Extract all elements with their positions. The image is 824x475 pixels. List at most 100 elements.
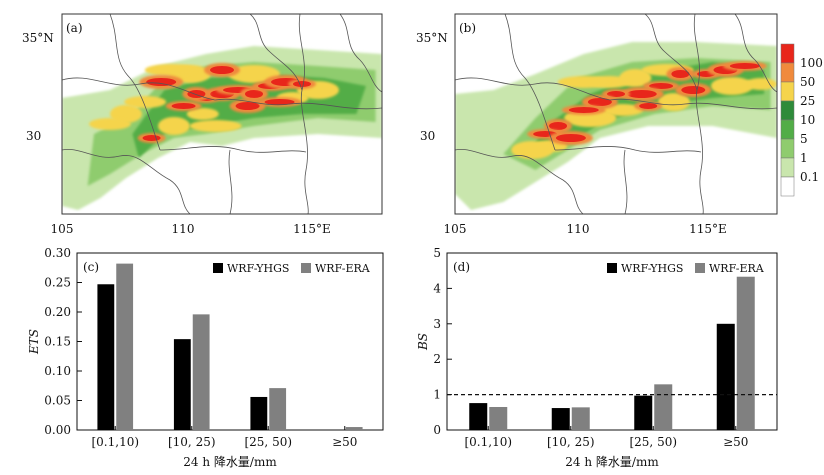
map-a-label: (a) <box>66 21 83 35</box>
colorbar-label: 100 <box>800 56 823 70</box>
precip-moderate-cell <box>186 108 219 120</box>
legend-swatch <box>607 263 617 273</box>
bar-wrf-yhgs <box>250 396 268 430</box>
x-tick-label: ≥50 <box>332 435 357 449</box>
bar-wrf-yhgs <box>173 339 191 430</box>
colorbar-swatch <box>780 43 795 64</box>
precip-moderate-cell <box>511 141 554 159</box>
precip-extreme-cell <box>142 135 161 141</box>
colorbar-label: 5 <box>800 132 808 146</box>
y-tick-label: 4 <box>433 281 441 295</box>
precip-extreme-cell <box>210 66 234 74</box>
y-axis-title: BS <box>416 333 430 351</box>
x-tick-label: [10, 25) <box>547 435 595 449</box>
map-a-frame <box>61 13 383 215</box>
map-a-lon-tick-105: 105 <box>51 222 74 236</box>
precip-extreme-cell <box>729 63 760 69</box>
colorbar-label: 1 <box>800 151 808 165</box>
colorbar-swatch <box>780 62 795 83</box>
chart-panel-label: (c) <box>83 260 99 274</box>
bar-wrf-yhgs <box>97 284 115 430</box>
y-tick-label: 0.15 <box>44 335 71 349</box>
y-tick-label: 3 <box>433 317 441 331</box>
bar-wrf-yhgs <box>634 395 653 430</box>
precip-extreme-cell <box>555 134 586 142</box>
bar-wrf-yhgs <box>551 408 570 430</box>
bar-wrf-era <box>489 406 508 430</box>
legend-swatch <box>695 263 705 273</box>
y-tick-label: 0.10 <box>44 364 71 378</box>
precip-moderate-cell <box>144 64 197 76</box>
map-b-lon-tick-115: 115°E <box>689 222 727 236</box>
bar-wrf-era <box>736 276 755 430</box>
precip-extreme-cell <box>639 103 658 109</box>
precip-extreme-cell <box>549 122 568 130</box>
map-a-lat-tick-35: 35°N <box>22 31 54 45</box>
precip-extreme-cell <box>235 102 260 110</box>
x-axis-title: 24 h 降水量/mm <box>183 455 277 469</box>
map-b-label: (b) <box>459 21 476 35</box>
map-a-lon-tick-110: 110 <box>172 222 195 236</box>
precip-extreme-cell <box>671 70 690 78</box>
y-tick-label: 0.05 <box>44 394 71 408</box>
legend-swatch <box>301 263 311 273</box>
y-tick-label: 0.00 <box>44 423 71 437</box>
precip-moderate-cell <box>657 93 690 111</box>
bar-wrf-yhgs <box>716 323 735 430</box>
precip-moderate-cell <box>557 76 610 88</box>
map-b-lon-tick-105: 105 <box>444 222 467 236</box>
y-tick-label: 5 <box>433 246 441 260</box>
chart-panel-c: 0.00 0.05 0.10 0.15 0.20 0.25 0.30 ETS 24 h 降水量/… <box>27 246 384 469</box>
map-b-lon-tick-110: 110 <box>567 222 590 236</box>
legend-swatch <box>213 263 223 273</box>
map-b-frame <box>454 13 778 215</box>
map-panel-b: (b) 35°N 30 105 110 115°E <box>416 13 778 236</box>
colorbar-swatch <box>780 119 795 140</box>
y-tick-label: 1 <box>433 388 441 402</box>
colorbar: 100 50 25 10 5 1 0.1 <box>780 43 823 197</box>
colorbar-swatch <box>780 100 795 121</box>
precip-extreme-cell <box>171 103 196 109</box>
bar-wrf-era <box>269 388 287 430</box>
colorbar-swatch <box>780 81 795 102</box>
map-b-boundaries <box>455 14 777 214</box>
precip-extreme-cell <box>245 90 263 98</box>
bar-wrf-era <box>571 407 590 430</box>
bar-wrf-era <box>654 384 673 430</box>
y-tick-label: 0.30 <box>44 246 71 260</box>
precip-extreme-cell <box>293 81 311 87</box>
precip-moderate-cell <box>710 77 753 95</box>
colorbar-label: 0.1 <box>800 170 819 184</box>
precip-extreme-cell <box>649 83 674 89</box>
y-tick-label: 2 <box>433 352 441 366</box>
precip-extreme-cell <box>264 99 295 105</box>
precip-extreme-cell <box>587 98 612 106</box>
precip-extreme-cell <box>681 86 706 94</box>
precip-moderate-cell <box>744 78 777 90</box>
colorbar-label: 10 <box>800 113 815 127</box>
map-panel-a: (a) 35°N 30 105 110 115°E <box>22 13 383 236</box>
x-tick-label: [0.1,10) <box>91 435 139 449</box>
map-a-precip-field <box>62 46 382 210</box>
colorbar-label: 50 <box>800 75 815 89</box>
bar-wrf-era <box>192 314 210 430</box>
x-tick-label: [0.1,10) <box>464 435 512 449</box>
precip-extreme-cell <box>607 91 625 97</box>
colorbar-swatch <box>780 138 795 159</box>
precip-extreme-cell <box>568 107 599 113</box>
bar-wrf-era <box>116 263 134 430</box>
chart-panel-d: 0 1 2 3 4 5 BS 24 h 降水量/mm (d) [0.1,10) [10, 25) [2… <box>416 246 778 469</box>
precip-moderate-cell <box>124 96 167 108</box>
legend-label: WRF-ERA <box>315 262 371 275</box>
y-axis-title: ETS <box>27 329 41 355</box>
x-tick-label: [10, 25) <box>168 435 216 449</box>
map-a-lat-tick-30: 30 <box>26 129 41 143</box>
y-tick-label: 0.25 <box>44 276 71 290</box>
chart-panel-label: (d) <box>453 260 470 274</box>
colorbar-swatch <box>780 176 795 197</box>
colorbar-label: 25 <box>800 94 815 108</box>
precip-extreme-cell <box>146 78 177 86</box>
x-tick-label: ≥50 <box>723 435 748 449</box>
legend-label: WRF-YHGS <box>621 262 683 275</box>
map-a-lon-tick-115: 115°E <box>293 222 331 236</box>
